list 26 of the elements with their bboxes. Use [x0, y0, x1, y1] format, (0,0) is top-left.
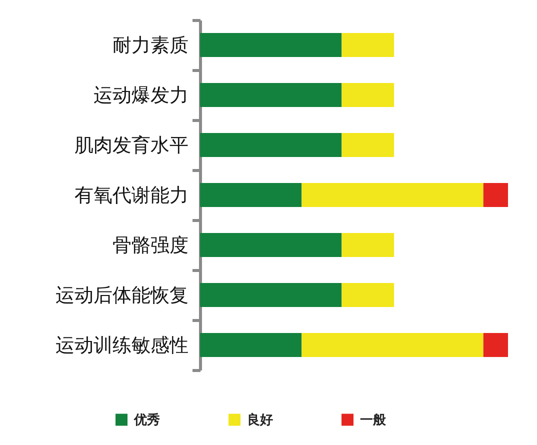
bar [200, 83, 342, 107]
bar [200, 133, 342, 157]
y-tick-label: 运动后体能恢复 [56, 284, 188, 306]
bar [302, 183, 484, 207]
bar [342, 133, 394, 157]
bar [342, 233, 394, 257]
y-tick-label: 运动爆发力 [94, 84, 188, 106]
bar [302, 333, 484, 357]
bar [483, 183, 508, 207]
bar [200, 333, 302, 357]
y-tick-label: 肌肉发育水平 [74, 134, 188, 156]
bar [342, 83, 394, 107]
bar [342, 33, 394, 57]
y-tick-label: 耐力素质 [112, 34, 188, 56]
bar [200, 183, 302, 207]
bar [200, 33, 342, 57]
legend-label: 一般 [360, 412, 387, 428]
y-tick-label: 运动训练敏感性 [56, 334, 188, 356]
bar [200, 283, 342, 307]
y-tick-label: 有氧代谢能力 [74, 184, 188, 206]
y-tick-label: 骨骼强度 [112, 234, 188, 256]
legend-label: 良好 [247, 412, 273, 428]
bar [342, 283, 394, 307]
bar [483, 333, 508, 357]
legend-label: 优秀 [133, 412, 160, 428]
bar [200, 233, 342, 257]
